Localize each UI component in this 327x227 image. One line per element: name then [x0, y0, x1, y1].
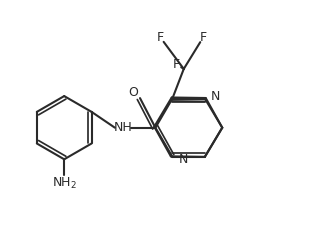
Text: F: F [157, 31, 164, 44]
Text: F: F [173, 58, 180, 71]
Text: N: N [179, 153, 188, 166]
Text: N: N [211, 90, 220, 103]
Text: O: O [129, 86, 138, 99]
Text: NH: NH [113, 121, 132, 134]
Text: F: F [200, 31, 207, 44]
Text: NH$_2$: NH$_2$ [52, 175, 77, 191]
